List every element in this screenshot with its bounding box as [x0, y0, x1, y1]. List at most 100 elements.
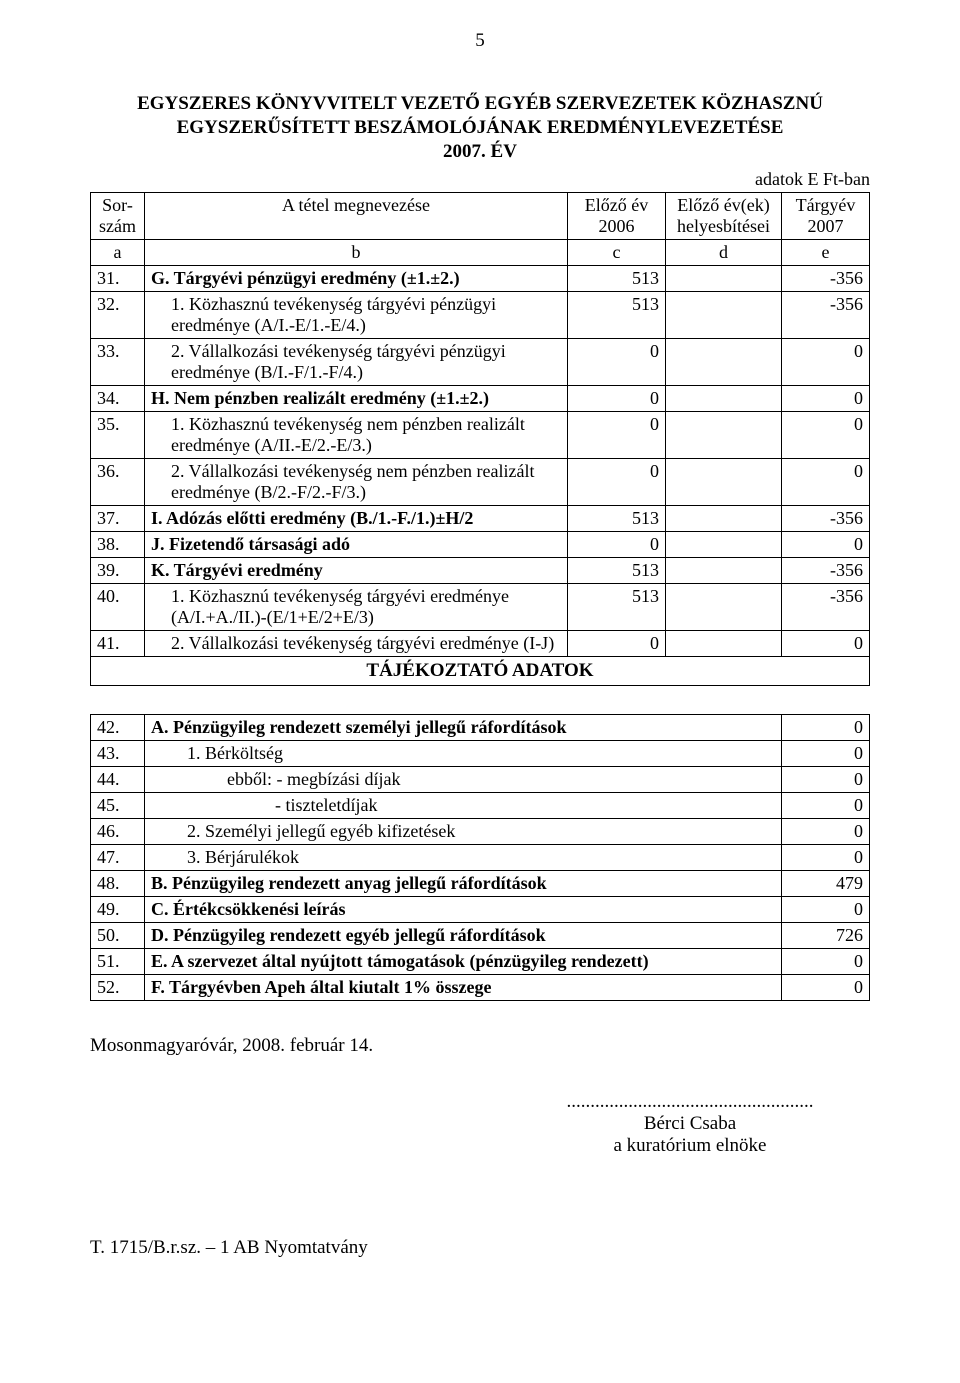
- row-prev: 513: [568, 266, 666, 292]
- section-title: TÁJÉKOZTATÓ ADATOK: [90, 657, 870, 686]
- table-row: 39.K. Tárgyévi eredmény513-356: [91, 558, 870, 584]
- table-row: 33.2. Vállalkozási tevékenység tárgyévi …: [91, 339, 870, 386]
- row-value: 479: [782, 871, 870, 897]
- hdr-corr-2: helyesbítései: [677, 216, 770, 236]
- row-corr: [666, 532, 782, 558]
- title-line-1: EGYSZERES KÖNYVVITELT VEZETŐ EGYÉB SZERV…: [90, 92, 870, 116]
- row-number: 44.: [91, 767, 145, 793]
- row-value: 0: [782, 975, 870, 1001]
- page: 5 EGYSZERES KÖNYVVITELT VEZETŐ EGYÉB SZE…: [0, 0, 960, 1299]
- row-curr: -356: [782, 506, 870, 532]
- row-value: 0: [782, 793, 870, 819]
- place-date: Mosonmagyaróvár, 2008. február 14.: [90, 1035, 870, 1057]
- hdr-sorszam-2: szám: [99, 216, 136, 236]
- table-row: 46.2. Személyi jellegű egyéb kifizetések…: [91, 819, 870, 845]
- row-name: 2. Vállalkozási tevékenység tárgyévi ere…: [145, 631, 568, 657]
- table-row: 45.- tiszteletdíjak0: [91, 793, 870, 819]
- table-header-row: Sor- szám A tétel megnevezése Előző év 2…: [91, 193, 870, 240]
- table-row: 41.2. Vállalkozási tevékenység tárgyévi …: [91, 631, 870, 657]
- letter-b: b: [145, 240, 568, 266]
- hdr-curr: Tárgyév 2007: [782, 193, 870, 240]
- hdr-curr-2: 2007: [808, 216, 844, 236]
- table-row: 50.D. Pénzügyileg rendezett egyéb jelleg…: [91, 923, 870, 949]
- page-number: 5: [90, 30, 870, 52]
- table-row: 31.G. Tárgyévi pénzügyi eredmény (±1.±2.…: [91, 266, 870, 292]
- form-reference: T. 1715/B.r.sz. – 1 AB Nyomtatvány: [90, 1237, 870, 1259]
- row-number: 31.: [91, 266, 145, 292]
- row-prev: 513: [568, 506, 666, 532]
- row-corr: [666, 292, 782, 339]
- row-curr: -356: [782, 266, 870, 292]
- row-prev: 0: [568, 386, 666, 412]
- row-name: D. Pénzügyileg rendezett egyéb jellegű r…: [145, 923, 782, 949]
- row-name: 2. Vállalkozási tevékenység nem pénzben …: [145, 459, 568, 506]
- row-name: H. Nem pénzben realizált eredmény (±1.±2…: [145, 386, 568, 412]
- hdr-sorszam-1: Sor-: [102, 195, 133, 215]
- row-name: 2. Személyi jellegű egyéb kifizetések: [145, 819, 782, 845]
- row-corr: [666, 558, 782, 584]
- row-number: 32.: [91, 292, 145, 339]
- row-value: 0: [782, 715, 870, 741]
- row-prev: 513: [568, 292, 666, 339]
- table-row: 40.1. Közhasznú tevékenység tárgyévi ere…: [91, 584, 870, 631]
- row-name: E. A szervezet által nyújtott támogatáso…: [145, 949, 782, 975]
- letter-c: c: [568, 240, 666, 266]
- row-number: 37.: [91, 506, 145, 532]
- hdr-corr-1: Előző év(ek): [677, 195, 769, 215]
- row-prev: 0: [568, 459, 666, 506]
- row-curr: -356: [782, 558, 870, 584]
- unit-note: adatok E Ft-ban: [90, 169, 870, 190]
- row-number: 51.: [91, 949, 145, 975]
- row-corr: [666, 631, 782, 657]
- row-number: 39.: [91, 558, 145, 584]
- table-row: 48.B. Pénzügyileg rendezett anyag jelleg…: [91, 871, 870, 897]
- row-name: 1. Közhasznú tevékenység tárgyévi pénzüg…: [145, 292, 568, 339]
- row-name: F. Tárgyévben Apeh által kiutalt 1% össz…: [145, 975, 782, 1001]
- row-corr: [666, 386, 782, 412]
- row-corr: [666, 266, 782, 292]
- row-value: 0: [782, 767, 870, 793]
- main-table: Sor- szám A tétel megnevezése Előző év 2…: [90, 192, 870, 657]
- row-name: 1. Közhasznú tevékenység tárgyévi eredmé…: [145, 584, 568, 631]
- row-number: 52.: [91, 975, 145, 1001]
- row-value: 0: [782, 897, 870, 923]
- table-row: 47.3. Bérjárulékok0: [91, 845, 870, 871]
- row-number: 36.: [91, 459, 145, 506]
- table-row: 52.F. Tárgyévben Apeh által kiutalt 1% ö…: [91, 975, 870, 1001]
- signature-name: Bérci Csaba: [540, 1113, 840, 1135]
- row-value: 0: [782, 819, 870, 845]
- signature-block: ........................................…: [540, 1091, 840, 1157]
- row-name: 1. Közhasznú tevékenység nem pénzben rea…: [145, 412, 568, 459]
- table-row: 43.1. Bérköltség0: [91, 741, 870, 767]
- row-number: 46.: [91, 819, 145, 845]
- row-number: 49.: [91, 897, 145, 923]
- table-row: 42.A. Pénzügyileg rendezett személyi jel…: [91, 715, 870, 741]
- title-line-3: 2007. ÉV: [90, 140, 870, 164]
- row-name: 2. Vállalkozási tevékenység tárgyévi pén…: [145, 339, 568, 386]
- gap: [90, 686, 870, 714]
- row-name: - tiszteletdíjak: [145, 793, 782, 819]
- row-corr: [666, 506, 782, 532]
- row-curr: -356: [782, 292, 870, 339]
- row-name: ebből: - megbízási díjak: [145, 767, 782, 793]
- letter-d: d: [666, 240, 782, 266]
- table-row: 49.C. Értékcsökkenési leírás0: [91, 897, 870, 923]
- row-name: G. Tárgyévi pénzügyi eredmény (±1.±2.): [145, 266, 568, 292]
- hdr-sorszam: Sor- szám: [91, 193, 145, 240]
- hdr-prev-2: 2006: [599, 216, 635, 236]
- row-number: 41.: [91, 631, 145, 657]
- signature-dots: ........................................…: [540, 1091, 840, 1113]
- table-row: 38.J. Fizetendő társasági adó00: [91, 532, 870, 558]
- row-number: 43.: [91, 741, 145, 767]
- row-number: 40.: [91, 584, 145, 631]
- info-table: 42.A. Pénzügyileg rendezett személyi jel…: [90, 714, 870, 1001]
- row-number: 50.: [91, 923, 145, 949]
- table-row: 35.1. Közhasznú tevékenység nem pénzben …: [91, 412, 870, 459]
- signature-role: a kuratórium elnöke: [540, 1135, 840, 1157]
- letter-e: e: [782, 240, 870, 266]
- row-name: 3. Bérjárulékok: [145, 845, 782, 871]
- row-prev: 0: [568, 631, 666, 657]
- row-curr: 0: [782, 631, 870, 657]
- row-value: 726: [782, 923, 870, 949]
- row-prev: 0: [568, 412, 666, 459]
